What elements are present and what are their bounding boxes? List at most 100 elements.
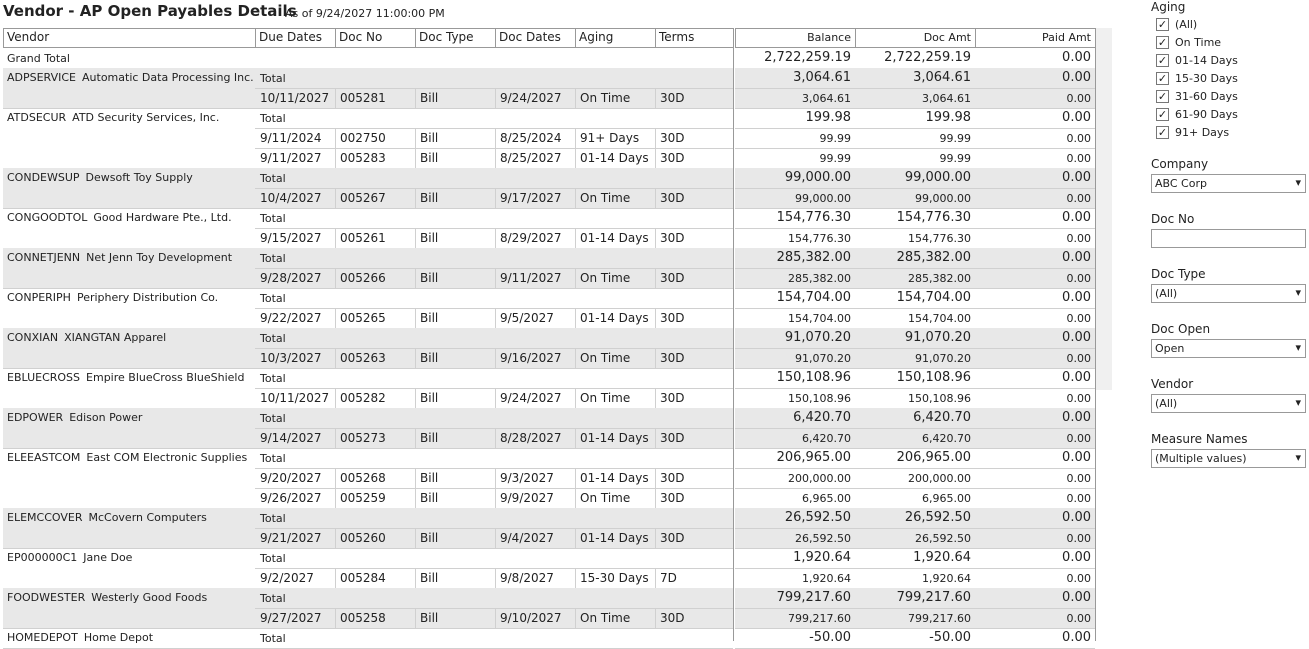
checkbox[interactable]: ✓: [1156, 90, 1169, 103]
scrollbar[interactable]: [1095, 28, 1112, 390]
row-line: [3, 288, 255, 289]
checkbox[interactable]: ✓: [1156, 36, 1169, 49]
checkbox[interactable]: ✓: [1156, 108, 1169, 121]
total-label: Total: [260, 512, 286, 525]
doc-cell: 10/4/2027: [260, 191, 322, 205]
col-line: [655, 128, 656, 148]
checkbox[interactable]: ✓: [1156, 54, 1169, 67]
amount: 200,000.00: [908, 472, 971, 485]
doc-cell: Bill: [420, 131, 439, 145]
doc-cell: 005261: [340, 231, 386, 245]
doc-cell: 8/29/2027: [500, 231, 562, 245]
doc-cell: On Time: [580, 271, 631, 285]
column-header: Doc Dates: [499, 30, 561, 44]
row-line: [735, 47, 1095, 48]
doc-cell: 9/24/2027: [500, 91, 562, 105]
dropdown-arrow[interactable]: ▾: [1295, 396, 1301, 409]
amount: 0.00: [1066, 272, 1092, 285]
checkbox-label[interactable]: (All): [1175, 18, 1198, 31]
total-label: Total: [260, 252, 286, 265]
total-label: Total: [260, 72, 286, 85]
vendor-code: ELEMCCOVER: [7, 511, 83, 524]
dropdown[interactable]: [1151, 229, 1306, 248]
vendor-cell: CONNETJENN Net Jenn Toy Development: [7, 251, 232, 264]
dropdown[interactable]: ABC Corp ▾: [1151, 174, 1306, 193]
col-line: [575, 428, 576, 448]
vendor-cell: CONDEWSUP Dewsoft Toy Supply: [7, 171, 193, 184]
dropdown-value: Open: [1155, 342, 1185, 355]
amount: 0.00: [1062, 290, 1091, 305]
doc-cell: 15-30 Days: [580, 571, 649, 585]
amount: 154,704.00: [788, 312, 851, 325]
vendor-code: CONPERIPH: [7, 291, 71, 304]
doc-cell: 01-14 Days: [580, 311, 649, 325]
amount: 1,920.64: [913, 550, 971, 565]
row-line: [3, 208, 255, 209]
vendor-cell: ADPSERVICE Automatic Data Processing Inc.: [7, 71, 254, 84]
total-label: Total: [260, 552, 286, 565]
col-line: [575, 188, 576, 208]
col-line: [575, 468, 576, 488]
amount: 0.00: [1062, 110, 1091, 125]
col-line: [655, 468, 656, 488]
col-line: [655, 528, 656, 548]
vendor-code: CONDEWSUP: [7, 171, 80, 184]
dropdown-arrow[interactable]: ▾: [1295, 341, 1301, 354]
checkbox-label[interactable]: 01-14 Days: [1175, 54, 1238, 67]
amount: 0.00: [1066, 572, 1092, 585]
checkbox-label[interactable]: On Time: [1175, 36, 1222, 49]
dropdown[interactable]: (All) ▾: [1151, 284, 1306, 303]
dropdown[interactable]: (All) ▾: [1151, 394, 1306, 413]
amount: 3,064.61: [922, 92, 971, 105]
col-line: [655, 388, 656, 408]
amount: 0.00: [1062, 170, 1091, 185]
amount: 285,382.00: [908, 272, 971, 285]
col-line: [335, 88, 336, 108]
dropdown-arrow[interactable]: ▾: [1295, 176, 1301, 189]
checkbox[interactable]: ✓: [1156, 18, 1169, 31]
amount: 0.00: [1066, 192, 1092, 205]
doc-cell: 10/11/2027: [260, 91, 330, 105]
doc-cell: 30D: [660, 471, 685, 485]
row-line: [735, 288, 1095, 289]
vendor-cell: ATDSECUR ATD Security Services, Inc.: [7, 111, 219, 124]
checkbox-label[interactable]: 15-30 Days: [1175, 72, 1238, 85]
amount: 200,000.00: [788, 472, 851, 485]
doc-cell: 30D: [660, 351, 685, 365]
row-line: [735, 348, 1095, 349]
filter-label: Company: [1151, 157, 1209, 171]
amount: 0.00: [1066, 532, 1092, 545]
row-line: [735, 568, 1095, 569]
amount: 3,064.61: [793, 70, 851, 85]
amount: 0.00: [1062, 250, 1091, 265]
checkbox[interactable]: ✓: [1156, 72, 1169, 85]
amount: 150,108.96: [776, 370, 851, 385]
doc-cell: 30D: [660, 231, 685, 245]
row-line: [255, 308, 733, 309]
dropdown[interactable]: (Multiple values) ▾: [1151, 449, 1306, 468]
checkbox-label[interactable]: 31-60 Days: [1175, 90, 1238, 103]
vendor-code: EP000000C1: [7, 551, 78, 564]
amount: 3,064.61: [913, 70, 971, 85]
doc-cell: 01-14 Days: [580, 531, 649, 545]
dropdown-arrow[interactable]: ▾: [1295, 286, 1301, 299]
col-line: [415, 528, 416, 548]
dropdown-arrow[interactable]: ▾: [1295, 451, 1301, 464]
checkbox[interactable]: ✓: [1156, 126, 1169, 139]
total-label: Total: [260, 292, 286, 305]
doc-cell: 9/11/2024: [260, 131, 322, 145]
vendor-code: ATDSECUR: [7, 111, 67, 124]
amount: 154,704.00: [896, 290, 971, 305]
col-line: [575, 88, 576, 108]
col-line: [415, 468, 416, 488]
checkbox-label[interactable]: 91+ Days: [1175, 126, 1230, 139]
col-line: [335, 348, 336, 368]
row-line: [735, 548, 1095, 549]
checkbox-label[interactable]: 61-90 Days: [1175, 108, 1238, 121]
vendor-name: Net Jenn Toy Development: [86, 251, 233, 264]
dropdown[interactable]: Open ▾: [1151, 339, 1306, 358]
amount: 154,776.30: [788, 232, 851, 245]
total-label: Total: [260, 332, 286, 345]
amount: 0.00: [1062, 630, 1091, 645]
amount: 285,382.00: [896, 250, 971, 265]
